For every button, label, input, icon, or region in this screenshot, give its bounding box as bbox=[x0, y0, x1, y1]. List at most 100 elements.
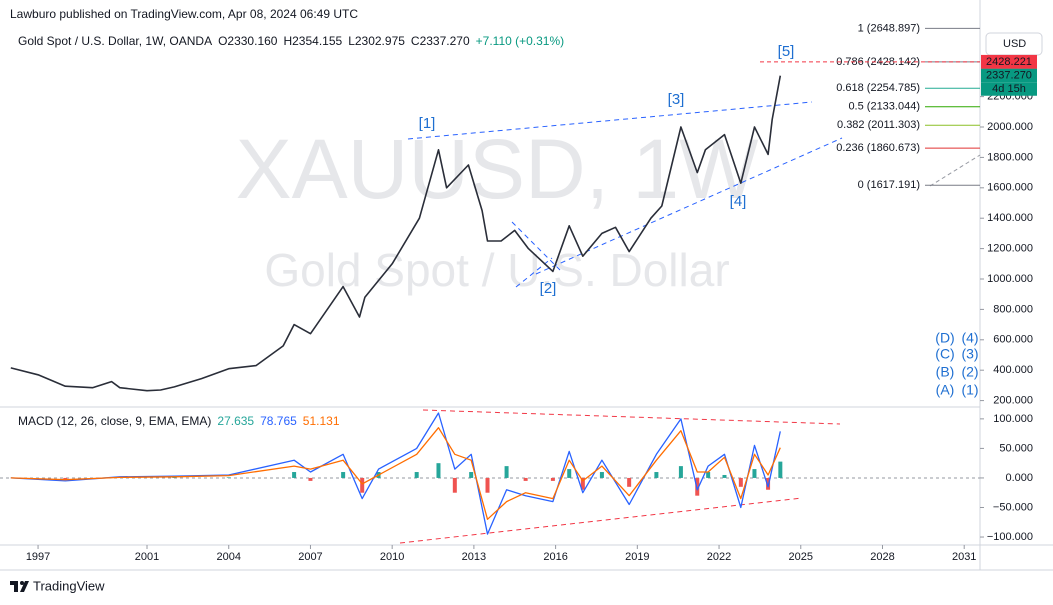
corrective-label: (C) bbox=[935, 346, 954, 362]
wave-label: [5] bbox=[778, 43, 795, 60]
wave-label: [2] bbox=[540, 280, 557, 297]
histogram-bar bbox=[580, 477, 585, 490]
macd-title: MACD (12, 26, close, 9, EMA, EMA) bbox=[18, 414, 212, 428]
histogram-bar bbox=[706, 472, 711, 478]
y-tick-label: 1000.000 bbox=[987, 273, 1033, 285]
wave-label: [4] bbox=[730, 193, 747, 210]
macd-line-value: 78.765 bbox=[260, 414, 297, 428]
footer-brand: TradingView bbox=[33, 578, 105, 593]
histogram-bar bbox=[567, 469, 572, 478]
y-tick-label: 2000.000 bbox=[987, 121, 1033, 133]
x-tick-label: 2028 bbox=[870, 551, 894, 563]
price-tag-label: 2337.270 bbox=[986, 70, 1032, 82]
macd-legend: MACD (12, 26, close, 9, EMA, EMA) 27.635… bbox=[18, 414, 340, 428]
x-tick-label: 1997 bbox=[26, 551, 50, 563]
fib-label: 0 (1617.191) bbox=[858, 179, 920, 191]
histogram-bar bbox=[654, 472, 659, 478]
fib-label: 1 (2648.897) bbox=[858, 22, 920, 34]
histogram-bar bbox=[485, 477, 490, 493]
corrective-label: (A) bbox=[936, 382, 955, 398]
histogram-bar bbox=[436, 463, 441, 478]
y-tick-label: 50.000 bbox=[999, 442, 1033, 454]
corrective-label: (D) bbox=[935, 330, 954, 346]
corrective-label: (B) bbox=[936, 364, 955, 380]
y-tick-label: 800.000 bbox=[993, 303, 1033, 315]
fib-label: 0.382 (2011.303) bbox=[837, 119, 920, 131]
trend-line bbox=[407, 101, 813, 140]
y-tick-label: 600.000 bbox=[993, 334, 1033, 346]
macd-trend-line bbox=[399, 497, 803, 544]
price-tag-sub bbox=[981, 82, 1037, 96]
histogram-bar bbox=[414, 472, 419, 478]
histogram-bar bbox=[766, 477, 771, 490]
x-tick-label: 2022 bbox=[707, 551, 731, 563]
y-tick-label: 1400.000 bbox=[987, 212, 1033, 224]
ohlc-low: L2302.975 bbox=[348, 34, 405, 48]
histogram-bar bbox=[292, 472, 297, 478]
y-tick-label: −100.000 bbox=[987, 531, 1033, 543]
x-tick-label: 2007 bbox=[298, 551, 322, 563]
y-tick-label: 1200.000 bbox=[987, 243, 1033, 255]
histogram-bar bbox=[452, 477, 457, 493]
histogram-bar bbox=[504, 466, 509, 478]
histogram-bar bbox=[308, 477, 313, 481]
histogram-bar bbox=[550, 477, 555, 481]
macd-signal-value: 51.131 bbox=[302, 414, 340, 428]
corrective-label: (3) bbox=[961, 346, 978, 362]
histogram-bar bbox=[469, 472, 474, 478]
price-tag-countdown: 4d 15h bbox=[992, 83, 1026, 95]
histogram-bar bbox=[360, 477, 365, 493]
histogram-bar bbox=[63, 477, 68, 480]
macd-trend-line bbox=[422, 409, 841, 425]
symbol-legend: Gold Spot / U.S. Dollar, 1W, OANDA O2330… bbox=[18, 34, 564, 48]
x-tick-label: 2019 bbox=[625, 551, 649, 563]
ohlc-close: C2337.270 bbox=[410, 34, 470, 48]
y-tick-label: 1800.000 bbox=[987, 151, 1033, 163]
trend-line bbox=[511, 221, 561, 271]
histogram-bar bbox=[627, 477, 632, 487]
x-tick-label: 2013 bbox=[462, 551, 486, 563]
histogram-bar bbox=[599, 472, 604, 478]
price-tag bbox=[981, 68, 1037, 83]
symbol-title: Gold Spot / U.S. Dollar, 1W, OANDA bbox=[18, 34, 213, 48]
histogram-bar bbox=[523, 477, 528, 481]
histogram-bar bbox=[678, 466, 683, 478]
y-tick-label: 100.000 bbox=[993, 413, 1033, 425]
histogram-bar bbox=[172, 477, 177, 478]
wave-label: [3] bbox=[668, 91, 685, 108]
corrective-label: (1) bbox=[961, 382, 978, 398]
watermark-name: Gold Spot / U.S. Dollar bbox=[264, 244, 729, 296]
macd-histogram-value: 27.635 bbox=[217, 414, 255, 428]
corrective-label: (2) bbox=[961, 364, 978, 380]
ohlc-open: O2330.160 bbox=[218, 34, 278, 48]
ohlc-high: H2354.155 bbox=[283, 34, 343, 48]
y-tick-label: −50.000 bbox=[993, 501, 1033, 513]
corrective-label: (4) bbox=[961, 330, 978, 346]
fib-label: 0.5 (2133.044) bbox=[848, 101, 920, 113]
signal-line bbox=[10, 427, 781, 520]
price-line bbox=[10, 75, 782, 392]
currency-label[interactable]: USD bbox=[1003, 38, 1026, 50]
y-tick-label: 200.000 bbox=[993, 394, 1033, 406]
x-tick-label: 2004 bbox=[216, 551, 240, 563]
watermark-ticker: XAUUSD, 1W bbox=[236, 122, 759, 216]
macd-line bbox=[10, 412, 781, 535]
y-tick-label: 400.000 bbox=[993, 364, 1033, 376]
histogram-bar bbox=[722, 474, 727, 478]
histogram-bar bbox=[752, 469, 757, 478]
price-tag bbox=[981, 54, 1037, 69]
x-tick-label: 2025 bbox=[789, 551, 813, 563]
fib-trend-line bbox=[929, 154, 981, 187]
histogram-bar bbox=[778, 461, 783, 478]
price-tag-label: 2428.221 bbox=[986, 56, 1032, 68]
histogram-bar bbox=[341, 472, 346, 478]
histogram-bar bbox=[226, 477, 231, 478]
x-tick-label: 2016 bbox=[543, 551, 567, 563]
y-tick-label: 0.000 bbox=[1005, 472, 1033, 484]
x-tick-label: 2001 bbox=[135, 551, 159, 563]
y-tick-label: 1600.000 bbox=[987, 182, 1033, 194]
fib-label: 0.236 (1860.673) bbox=[836, 142, 920, 154]
publisher-line: Lawburo published on TradingView.com, Ap… bbox=[10, 7, 358, 21]
